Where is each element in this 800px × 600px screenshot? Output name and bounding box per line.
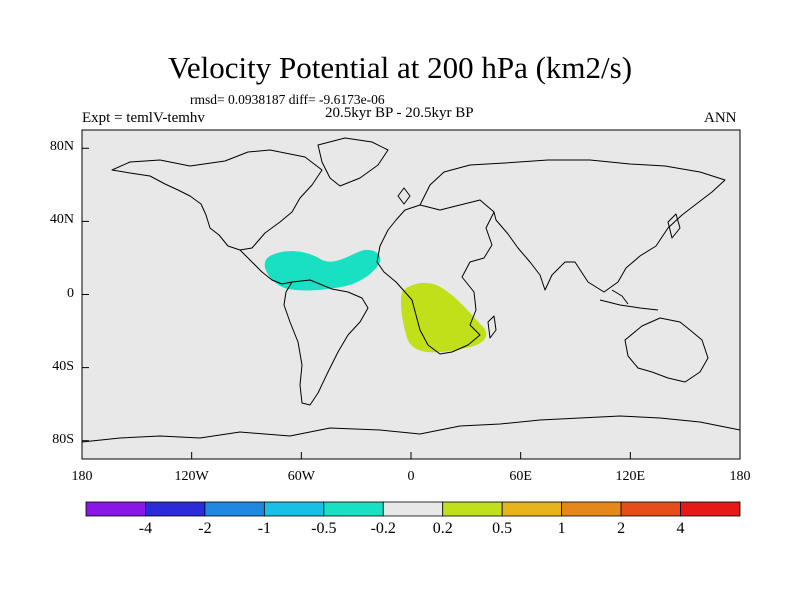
colorbar-segment — [562, 502, 621, 516]
colorbar-segment — [86, 502, 145, 516]
colorbar-label: 0.5 — [477, 520, 527, 538]
colorbar-label: -0.2 — [358, 520, 408, 538]
lon-label: 120W — [162, 469, 222, 485]
colorbar-segment — [205, 502, 264, 516]
colorbar-segment — [502, 502, 561, 516]
lon-label: 0 — [381, 469, 441, 485]
colorbar-label: 0.2 — [418, 520, 468, 538]
lon-label: 120E — [600, 469, 660, 485]
colorbar-label: -4 — [120, 520, 170, 538]
colorbar-segment — [264, 502, 323, 516]
lon-label: 180 — [52, 469, 112, 485]
lat-label: 80N — [24, 139, 74, 155]
colorbar-segment — [324, 502, 383, 516]
colorbar — [86, 502, 740, 516]
lon-label: 180 — [710, 469, 770, 485]
colorbar-label: -0.5 — [299, 520, 349, 538]
lat-label: 40S — [24, 359, 74, 375]
colorbar-label: -2 — [180, 520, 230, 538]
lat-label: 0 — [24, 286, 74, 302]
colorbar-segment — [621, 502, 680, 516]
lon-label: 60W — [271, 469, 331, 485]
colorbar-segment — [383, 502, 442, 516]
lat-label: 80S — [24, 432, 74, 448]
colorbar-label: 2 — [596, 520, 646, 538]
colorbar-label: 4 — [656, 520, 706, 538]
lat-label: 40N — [24, 212, 74, 228]
colorbar-segment — [443, 502, 502, 516]
colorbar-label: 1 — [537, 520, 587, 538]
colorbar-segment — [145, 502, 204, 516]
colorbar-segment — [681, 502, 740, 516]
lon-label: 60E — [491, 469, 551, 485]
colorbar-label: -1 — [239, 520, 289, 538]
